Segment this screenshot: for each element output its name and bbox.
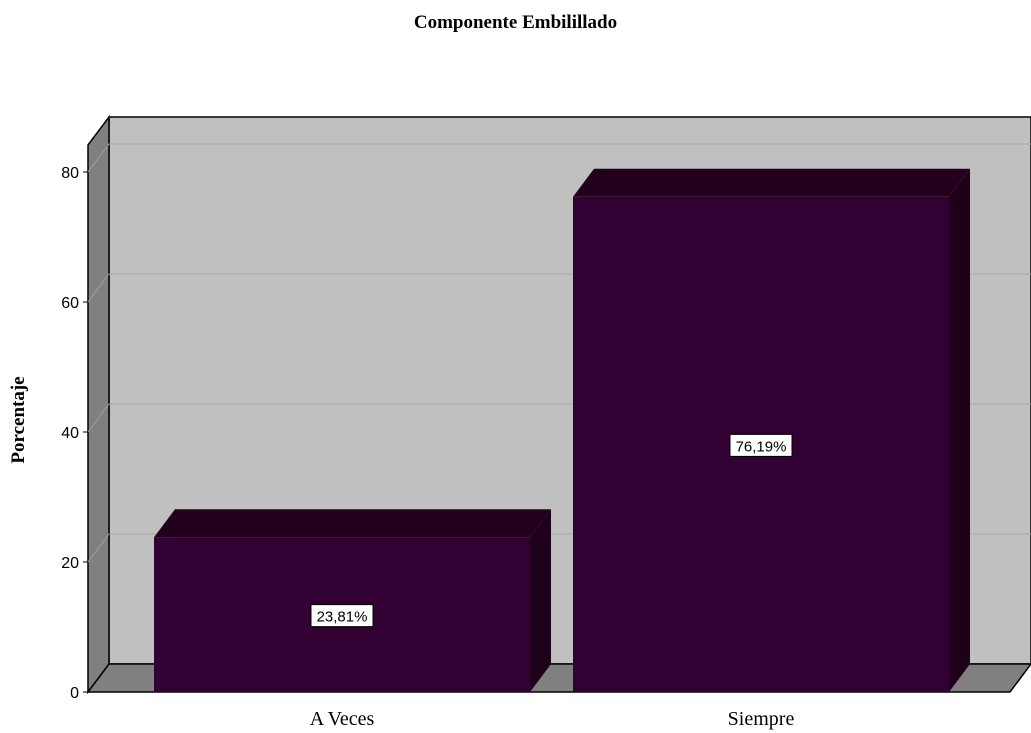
bar-top-face: [573, 168, 970, 197]
y-tick-label: 60: [61, 295, 79, 312]
data-label: 23,81%: [317, 609, 368, 626]
data-label: 76,19%: [736, 438, 787, 455]
plot-side-wall: [87, 114, 110, 695]
bar-a-veces: 23,81%: [154, 509, 551, 692]
data-label-box: [310, 604, 374, 628]
data-label-box: [729, 433, 793, 457]
y-tick-label: 0: [70, 685, 79, 702]
x-tick-label: Siempre: [728, 708, 795, 730]
bar-siempre: 76,19%: [573, 168, 970, 692]
x-tick-label: A Veces: [310, 708, 375, 730]
bar-top-face: [154, 509, 551, 538]
bar-side-face: [530, 509, 551, 692]
gridline-side: [87, 143, 110, 173]
y-tick-label: 20: [61, 555, 79, 572]
gridline-side: [87, 273, 110, 303]
chart-title: Componente Embilillado: [413, 12, 618, 33]
gridline-side: [87, 403, 110, 433]
y-tick-label: 40: [61, 425, 79, 442]
y-tick-label: 80: [61, 165, 79, 182]
bar-side-face: [949, 168, 970, 692]
gridline-side: [87, 533, 110, 563]
